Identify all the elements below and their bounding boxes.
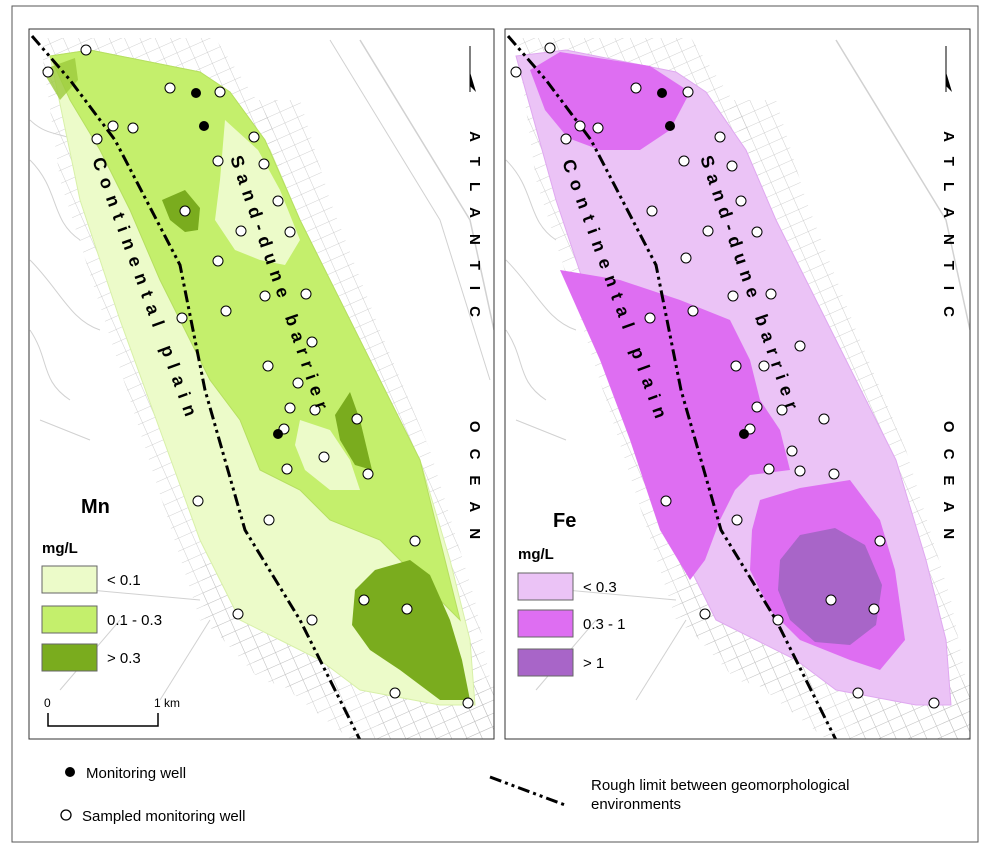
legend-mn-swatch-0	[41, 565, 98, 594]
scale-bar: 0 1 km	[44, 696, 180, 727]
north-arrow-fe	[945, 46, 952, 92]
monitoring-well-label: Monitoring well	[86, 765, 186, 782]
map-panel-mn: Sand-dune barrier Continental plain	[29, 29, 494, 739]
panel-frame-mn	[28, 28, 495, 740]
legend-fe-swatch-2	[517, 648, 574, 677]
legend-mn-unit: mg/L	[42, 540, 78, 557]
legend-mn-swatch-1	[41, 605, 98, 634]
atlantic-text-mn: ATLANTIC	[466, 131, 483, 333]
legend-mn-label-1: 0.1 - 0.3	[107, 612, 162, 629]
legend-mn: Mn mg/L < 0.1 0.1 - 0.3 > 0.3	[41, 496, 162, 672]
sampled-well-label: Sampled monitoring well	[82, 808, 245, 825]
legend-mn-swatch-2	[41, 643, 98, 672]
wells-mn	[42, 44, 474, 709]
legend-fe: Fe mg/L < 0.3 0.3 - 1 > 1	[517, 510, 626, 677]
legend-fe-swatch-1	[517, 609, 574, 638]
limit-line-fe	[506, 35, 838, 739]
monitoring-wells-mn	[191, 88, 283, 439]
legend-fe-swatch-0	[517, 572, 574, 601]
ocean-label-mn: ATLANTIC OCEAN	[466, 131, 483, 555]
north-arrow-mn	[469, 46, 476, 92]
legend-fe-label-2: > 1	[583, 655, 604, 672]
outer-frame	[11, 5, 979, 843]
zone-mn-mid	[49, 49, 461, 622]
bottom-legend: Monitoring well Sampled monitoring well	[60, 765, 566, 825]
limit-line-label: Rough limit between geomorphological env…	[591, 777, 850, 813]
limit-line-mn	[30, 35, 362, 739]
ocean-text-mn: OCEAN	[466, 421, 483, 555]
scale-bar-end: 1 km	[154, 696, 180, 710]
legend-mn-title: Mn	[81, 496, 110, 518]
legend-fe-title: Fe	[553, 510, 576, 532]
panel-frame-fe	[504, 28, 971, 740]
map-panel-fe: Sand-dune barrier Continental plain	[505, 29, 970, 739]
zone-mn-high-2	[335, 392, 372, 470]
ocean-label-fe: ATLANTIC OCEAN	[940, 131, 957, 555]
monitoring-well-symbol	[65, 767, 75, 777]
legend-mn-label-0: < 0.1	[107, 572, 141, 589]
zone-fe-mid-main	[560, 270, 790, 580]
atlantic-text-fe: ATLANTIC	[940, 131, 957, 333]
sampled-well-symbol	[60, 809, 72, 821]
zone-fe-mid-top	[530, 52, 690, 150]
limit-line-symbol	[489, 775, 566, 807]
legend-fe-label-0: < 0.3	[583, 579, 617, 596]
legend-mn-label-2: > 0.3	[107, 650, 141, 667]
zone-fe-high	[778, 528, 882, 645]
zone-mn-high-3	[352, 560, 470, 700]
legend-fe-unit: mg/L	[518, 546, 554, 563]
ocean-text-fe: OCEAN	[940, 421, 957, 555]
wells-fe	[510, 42, 940, 709]
legend-fe-label-1: 0.3 - 1	[583, 616, 626, 633]
monitoring-wells-fe	[657, 88, 749, 439]
scale-bar-start: 0	[44, 696, 51, 710]
